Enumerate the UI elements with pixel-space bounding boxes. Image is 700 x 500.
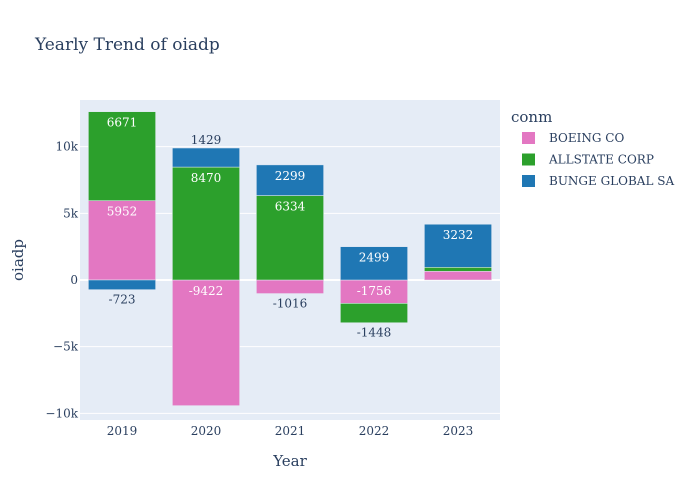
x-axis-ticks: 2019 2020 2021 2022 2023 — [107, 424, 474, 438]
y-axis-title: oiadp — [9, 239, 27, 281]
data-label: -1756 — [357, 284, 392, 298]
bar-allstate-corp-2021[interactable] — [256, 195, 324, 281]
legend-item-boeing-co[interactable]: BOEING CO — [522, 131, 624, 145]
x-tick-label: 2019 — [107, 424, 138, 438]
y-tick-label: 0 — [70, 273, 78, 287]
x-tick-label: 2023 — [443, 424, 474, 438]
legend-item-bunge-global-sa[interactable]: BUNGE GLOBAL SA — [522, 174, 674, 188]
bar-bunge-global-sa-2022[interactable] — [340, 246, 408, 281]
y-tick-label: 10k — [55, 140, 78, 154]
chart-title: Yearly Trend of oiadp — [34, 35, 220, 55]
bar-bunge-global-sa-2020[interactable] — [172, 147, 240, 168]
bar-boeing-co-2023[interactable] — [424, 271, 492, 281]
data-label: 8470 — [191, 171, 222, 185]
data-labels: 5952 6671 -723 -9422 8470 1429 -1016 6334 2299 -1… — [107, 116, 474, 340]
x-tick-label: 2020 — [191, 424, 222, 438]
bar-boeing-co-2021[interactable] — [256, 279, 324, 294]
legend[interactable]: conm BOEING CO ALLSTATE CORP BUNGE GLOBAL … — [511, 108, 674, 188]
legend-swatch — [522, 132, 535, 144]
data-label: 1429 — [191, 133, 222, 147]
data-label: -9422 — [189, 284, 224, 298]
x-tick-label: 2022 — [359, 424, 390, 438]
y-tick-label: −5k — [53, 340, 79, 354]
bars — [88, 111, 492, 406]
legend-label: ALLSTATE CORP — [548, 153, 654, 167]
data-label: 2299 — [275, 169, 306, 183]
legend-swatch — [522, 153, 535, 166]
y-tick-label: 5k — [63, 206, 79, 220]
bar-allstate-corp-2023[interactable] — [424, 267, 492, 272]
x-tick-label: 2021 — [275, 424, 306, 438]
legend-swatch — [522, 175, 535, 187]
legend-label: BUNGE GLOBAL SA — [549, 174, 674, 188]
bar-allstate-corp-2020[interactable] — [172, 166, 240, 281]
bar-boeing-co-2019[interactable] — [88, 200, 156, 281]
data-label: 5952 — [107, 205, 138, 219]
y-axis-ticks: −10k −5k 0 5k 10k — [45, 140, 78, 421]
legend-label: BOEING CO — [549, 131, 624, 145]
x-axis-title: Year — [272, 452, 307, 470]
data-label: 6334 — [275, 200, 306, 214]
bar-bunge-global-sa-2023[interactable] — [424, 223, 492, 268]
legend-item-allstate-corp[interactable]: ALLSTATE CORP — [522, 153, 654, 167]
bar-allstate-corp-2022[interactable] — [340, 303, 408, 323]
bar-boeing-co-2020[interactable] — [172, 279, 240, 406]
bar-bunge-global-sa-2021[interactable] — [256, 164, 324, 196]
data-label: 3232 — [443, 228, 474, 242]
data-label: 2499 — [359, 251, 390, 265]
bar-allstate-corp-2019[interactable] — [88, 111, 156, 201]
data-label: -723 — [109, 293, 136, 307]
data-label: 6671 — [107, 116, 138, 130]
y-tick-label: −10k — [45, 406, 78, 420]
data-label: -1448 — [357, 326, 392, 340]
legend-title: conm — [511, 108, 552, 126]
bar-bunge-global-sa-2019[interactable] — [88, 279, 156, 290]
data-label: -1016 — [273, 297, 308, 311]
